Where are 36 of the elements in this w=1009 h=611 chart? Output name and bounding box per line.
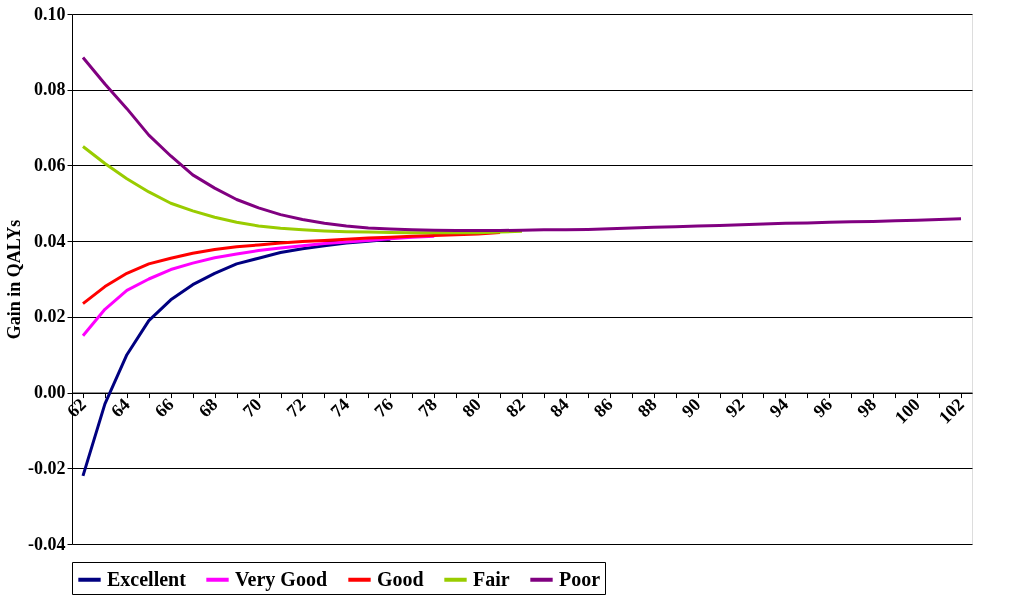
x-tick-label: 78 [414,394,442,422]
legend-label: Excellent [107,567,187,590]
x-tick-label: 92 [721,394,749,422]
x-tick-label: 68 [194,394,222,422]
y-tick-label: 0.10 [34,3,66,24]
y-axis-title: Gain in QALYs [4,219,25,340]
x-tick-label: 72 [282,394,310,422]
y-tick-label: 0.00 [34,382,66,403]
y-tick-label: 0.08 [34,79,66,100]
legend-label: Very Good [235,567,328,591]
legend-label: Poor [559,567,601,590]
x-tick-label: 102 [934,394,968,428]
legend-label: Good [377,567,424,590]
x-tick-label: 90 [677,394,705,422]
x-tick-label: 84 [545,394,573,422]
x-tick-label: 86 [589,394,617,422]
x-tick-label: 70 [238,394,266,422]
y-tick-label: -0.02 [28,457,66,478]
x-tick-label: 94 [765,394,793,422]
y-tick-label: -0.04 [28,533,66,554]
x-tick-label: 88 [633,394,661,422]
legend-label: Fair [473,567,510,590]
x-tick-label: 80 [458,394,485,422]
y-tick-label: 0.04 [34,230,66,251]
x-tick-label: 98 [853,394,881,422]
x-tick-label: 100 [890,394,924,428]
y-tick-label: 0.02 [34,306,66,327]
x-tick-label: 76 [370,394,398,422]
line-series [81,56,963,233]
line-series [81,145,524,235]
x-tick-label: 74 [326,394,354,422]
x-tick-label: 96 [809,394,837,422]
x-tick-label: 66 [150,394,178,422]
x-tick-label: 64 [106,394,134,422]
x-tick-label: 82 [501,394,529,422]
y-tick-label: 0.06 [34,154,66,175]
